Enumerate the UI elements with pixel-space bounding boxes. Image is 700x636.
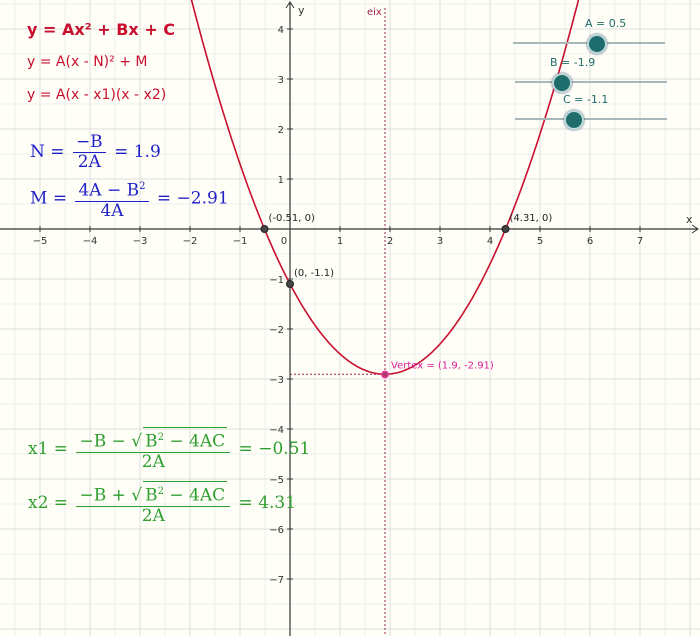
slider-b-track[interactable] <box>515 81 667 83</box>
y-tick-label: 2 <box>278 125 284 136</box>
x-tick-label: −1 <box>233 236 248 247</box>
formula-m-denominator: 4A <box>100 200 124 221</box>
formula-m-fraction: 4A − B2 4A <box>75 177 149 221</box>
y-tick-label: −6 <box>269 525 284 536</box>
slider-b[interactable] <box>515 70 667 94</box>
formula-m-result: = −2.91 <box>156 188 229 209</box>
formula-x1-num-pre: −B − <box>79 431 126 452</box>
slider-c-track[interactable] <box>515 118 667 120</box>
formula-x1: x1 = −B − √ B2 − 4AC 2A = −0.51 <box>28 427 310 472</box>
y-tick-label: −3 <box>269 375 284 386</box>
formula-x1-radicand: B2 − 4AC <box>143 427 228 452</box>
formula-x2-radicand: B2 − 4AC <box>143 481 228 506</box>
tick-labels: −5 −4 −3 −2 −1 0 1 2 3 4 5 6 7 4 3 2 1 −1 −2 −3 −4 −5 −6 −7 x y <box>33 4 693 586</box>
y-tick-label: 3 <box>278 75 284 86</box>
formula-n-lhs: N <box>30 142 45 162</box>
formula-x2-rad-rest: − 4AC <box>163 485 226 506</box>
formula-x1-result: = −0.51 <box>238 438 311 459</box>
formula-n-numerator: −B <box>72 133 106 153</box>
formula-x1-rad-sup: 2 <box>157 432 164 443</box>
slider-a-label: A = 0.5 <box>585 17 627 30</box>
formula-x2-lhs: x2 <box>28 492 49 513</box>
curve-point[interactable] <box>501 225 510 233</box>
formula-x1-denominator: 2A <box>141 451 165 472</box>
formula-x1-fraction: −B − √ B2 − 4AC 2A <box>76 427 231 472</box>
formula-n: N = −B 2A = 1.9 <box>30 132 161 172</box>
formula-m-num-text: 4A − B <box>78 180 140 201</box>
formula-x1-rad-rest: − 4AC <box>163 431 226 452</box>
factored-form-equation: y = A(x - x1)(x - x2) <box>27 87 167 103</box>
x-tick-label: −3 <box>133 236 148 247</box>
curve-point-label: (0, -1.1) <box>294 268 334 279</box>
formula-x2-numerator: −B + √ B2 − 4AC <box>76 481 231 507</box>
x-axis-label: x <box>686 213 693 226</box>
x-tick-label: 7 <box>637 236 643 247</box>
y-tick-label: −2 <box>269 325 284 336</box>
slider-c[interactable] <box>515 107 667 131</box>
formula-m-lhs: M <box>30 188 48 209</box>
vertex-point[interactable] <box>381 370 389 379</box>
y-tick-label: −4 <box>269 425 284 436</box>
x-tick-label: −4 <box>83 236 98 247</box>
x-tick-label: −2 <box>183 236 198 247</box>
slider-c-knob[interactable] <box>564 110 585 130</box>
curve-point[interactable] <box>260 225 269 233</box>
x-tick-label: −5 <box>33 236 48 247</box>
slider-c-label: C = -1.1 <box>563 93 609 106</box>
formula-n-denominator: 2A <box>77 152 101 172</box>
vertex-point-label: Vertex = (1.9, -2.91) <box>391 361 494 372</box>
formula-x1-numerator: −B − √ B2 − 4AC <box>76 427 231 453</box>
x-tick-label: 2 <box>387 236 393 247</box>
formula-x2-num-pre: −B + <box>79 485 126 506</box>
formula-n-fraction: −B 2A <box>72 133 106 172</box>
x-tick-label: 1 <box>337 236 343 247</box>
vertex-form-equation: y = A(x - N)² + M <box>27 54 148 70</box>
formula-x1-lhs: x1 <box>28 438 49 459</box>
curve-point[interactable] <box>286 280 294 288</box>
curve-point-label: (-0.51, 0) <box>269 213 315 224</box>
formula-x2: x2 = −B + √ B2 − 4AC 2A = 4.31 <box>28 481 296 526</box>
x-tick-label: 5 <box>537 236 543 247</box>
slider-a[interactable] <box>513 31 665 55</box>
slider-b-label: B = -1.9 <box>550 56 596 69</box>
slider-a-knob[interactable] <box>586 34 607 54</box>
formula-x2-denominator: 2A <box>141 505 165 526</box>
formula-m-numerator: 4A − B2 <box>75 177 149 202</box>
formula-x2-rad-sup: 2 <box>157 486 164 497</box>
formula-x2-rad-body: B <box>145 485 158 506</box>
symmetry-line-label: eix <box>367 7 382 18</box>
x-tick-label: 3 <box>437 236 443 247</box>
curve-point-label: (4.31, 0) <box>510 213 553 224</box>
general-form-equation: y = Ax² + Bx + C <box>27 20 176 39</box>
formula-x2-fraction: −B + √ B2 − 4AC 2A <box>76 481 231 526</box>
y-axis-arrow-icon <box>285 1 295 9</box>
slider-b-knob[interactable] <box>552 73 573 93</box>
formula-m: M = 4A − B2 4A = −2.91 <box>30 177 229 221</box>
y-tick-label: −7 <box>269 575 284 586</box>
points-layer[interactable]: (-0.51, 0) (4.31, 0) (0, -1.1) Vertex = (1.… <box>260 213 553 379</box>
x-tick-label: 4 <box>487 236 493 247</box>
y-tick-label: 1 <box>278 175 284 186</box>
y-tick-label: −5 <box>269 475 284 486</box>
x-axis-arrow-icon <box>691 224 699 234</box>
y-tick-label: 4 <box>278 25 284 36</box>
formula-x1-rad-body: B <box>145 431 158 452</box>
x-tick-label: 0 <box>281 236 287 247</box>
formula-x2-result: = 4.31 <box>238 492 297 513</box>
x-tick-label: 6 <box>587 236 593 247</box>
formula-m-num-sup: 2 <box>139 181 146 192</box>
y-tick-label: −1 <box>269 275 284 286</box>
y-axis-label: y <box>298 4 305 17</box>
axis-of-symmetry: eix <box>290 7 386 636</box>
formula-n-result: = 1.9 <box>114 142 161 162</box>
